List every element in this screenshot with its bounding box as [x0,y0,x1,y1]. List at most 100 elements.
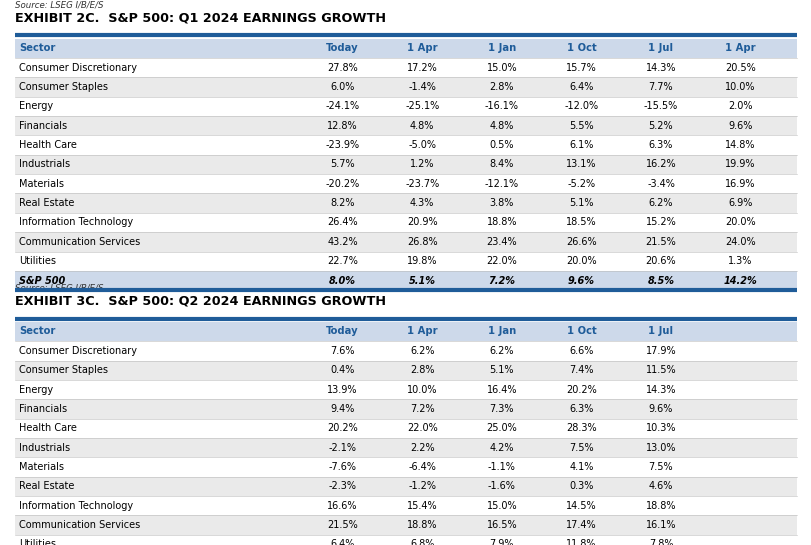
Text: Source: LSEG I/B/E/S: Source: LSEG I/B/E/S [15,1,103,10]
Bar [15,174,796,193]
Text: 18.8%: 18.8% [406,520,437,530]
Text: 6.1%: 6.1% [569,140,593,150]
Text: 7.4%: 7.4% [569,365,593,375]
Text: Materials: Materials [19,179,64,189]
Bar [15,155,796,174]
Text: -23.9%: -23.9% [325,140,359,150]
Text: -12.0%: -12.0% [564,101,598,111]
Text: 1.2%: 1.2% [410,160,434,169]
Text: 17.9%: 17.9% [645,346,676,356]
Text: 6.6%: 6.6% [569,346,593,356]
Bar [15,399,796,419]
Text: 19.9%: 19.9% [724,160,755,169]
Text: Consumer Staples: Consumer Staples [19,365,109,375]
Text: 20.9%: 20.9% [406,217,437,227]
Text: Materials: Materials [19,462,64,472]
Text: Real Estate: Real Estate [19,481,75,491]
Text: 25.0%: 25.0% [486,423,517,433]
Bar [15,97,796,116]
Text: Consumer Discretionary: Consumer Discretionary [19,346,137,356]
Text: 4.1%: 4.1% [569,462,593,472]
Text: 4.6%: 4.6% [648,481,672,491]
Text: Health Care: Health Care [19,423,77,433]
Text: Source: LSEG I/B/E/S: Source: LSEG I/B/E/S [15,284,103,293]
Text: 16.4%: 16.4% [486,385,517,395]
Text: 7.5%: 7.5% [569,443,593,452]
Text: -16.1%: -16.1% [484,101,518,111]
Text: Sector: Sector [19,44,56,53]
Text: -1.4%: -1.4% [408,82,436,92]
Text: -2.1%: -2.1% [328,443,356,452]
Text: 6.4%: 6.4% [569,82,593,92]
Text: 7.6%: 7.6% [330,346,354,356]
Bar [15,213,796,232]
Text: 9.6%: 9.6% [727,121,752,131]
Text: 6.0%: 6.0% [330,82,354,92]
Text: 0.5%: 0.5% [489,140,513,150]
Text: 1 Apr: 1 Apr [724,44,755,53]
Text: Today: Today [326,326,358,336]
Bar [15,419,796,438]
Text: -6.4%: -6.4% [408,462,436,472]
Text: 18.8%: 18.8% [486,217,517,227]
Text: S&P 500: S&P 500 [19,276,66,286]
Text: 6.8%: 6.8% [410,540,434,545]
Text: 8.2%: 8.2% [330,198,354,208]
Text: 9.6%: 9.6% [567,276,594,286]
Text: 17.2%: 17.2% [406,63,437,72]
Text: 20.2%: 20.2% [327,423,358,433]
Text: 20.5%: 20.5% [724,63,755,72]
Text: 7.7%: 7.7% [648,82,672,92]
Text: 16.6%: 16.6% [327,501,358,511]
Text: -12.1%: -12.1% [484,179,518,189]
Text: 1 Oct: 1 Oct [566,44,595,53]
Bar [15,535,796,545]
Text: 21.5%: 21.5% [645,237,676,247]
Text: Communication Services: Communication Services [19,237,140,247]
Text: -5.0%: -5.0% [408,140,436,150]
Text: 1 Jul: 1 Jul [648,326,672,336]
Text: 9.6%: 9.6% [648,404,672,414]
Text: 5.5%: 5.5% [569,121,593,131]
Text: Utilities: Utilities [19,540,57,545]
Text: 15.0%: 15.0% [486,63,517,72]
Text: Energy: Energy [19,385,54,395]
Text: 1 Jan: 1 Jan [487,44,515,53]
Bar [15,271,796,290]
Text: 14.3%: 14.3% [645,63,676,72]
Text: Information Technology: Information Technology [19,501,134,511]
Text: 10.0%: 10.0% [406,385,437,395]
Text: -1.2%: -1.2% [408,481,436,491]
Text: 14.5%: 14.5% [565,501,596,511]
Text: 15.7%: 15.7% [565,63,596,72]
Bar [15,496,796,516]
Text: 24.0%: 24.0% [724,237,755,247]
Text: Today: Today [326,44,358,53]
Text: 11.5%: 11.5% [645,365,676,375]
Text: 20.0%: 20.0% [565,256,596,266]
Text: EXHIBIT 3C.  S&P 500: Q2 2024 EARNINGS GROWTH: EXHIBIT 3C. S&P 500: Q2 2024 EARNINGS GR… [15,294,385,307]
Text: 2.8%: 2.8% [489,82,513,92]
Text: 19.8%: 19.8% [406,256,437,266]
Text: 1.3%: 1.3% [727,256,752,266]
Text: EXHIBIT 2C.  S&P 500: Q1 2024 EARNINGS GROWTH: EXHIBIT 2C. S&P 500: Q1 2024 EARNINGS GR… [15,11,385,25]
Bar [15,136,796,155]
Text: 43.2%: 43.2% [327,237,358,247]
Text: -3.4%: -3.4% [646,179,674,189]
Text: 4.8%: 4.8% [410,121,434,131]
Bar [15,516,796,535]
Text: 0.3%: 0.3% [569,481,593,491]
Text: Industrials: Industrials [19,160,71,169]
Text: 2.0%: 2.0% [727,101,752,111]
Text: Energy: Energy [19,101,54,111]
Text: 12.8%: 12.8% [327,121,358,131]
Text: 5.1%: 5.1% [408,276,436,286]
Text: 6.2%: 6.2% [489,346,513,356]
Text: 5.7%: 5.7% [330,160,354,169]
Text: 5.1%: 5.1% [489,365,513,375]
Text: Communication Services: Communication Services [19,520,140,530]
Text: -1.1%: -1.1% [487,462,515,472]
Text: 13.0%: 13.0% [645,443,676,452]
Bar [15,77,796,97]
Bar [15,361,796,380]
